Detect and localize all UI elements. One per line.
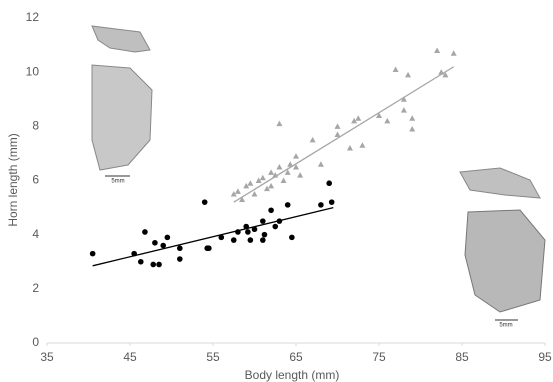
x-tick-label: 95: [538, 350, 552, 364]
point: [245, 229, 251, 235]
point: [262, 232, 268, 238]
point: [438, 69, 444, 75]
point: [202, 199, 208, 205]
point: [235, 229, 241, 235]
point: [268, 169, 274, 175]
y-axis-label: Horn length (mm): [6, 133, 20, 226]
point: [347, 145, 353, 151]
point: [329, 199, 335, 205]
point: [268, 207, 274, 213]
trendline: [93, 208, 334, 266]
point: [277, 218, 283, 224]
point: [243, 224, 249, 230]
x-tick-label: 75: [372, 350, 386, 364]
point: [260, 175, 266, 181]
point: [451, 50, 457, 56]
point: [231, 237, 237, 243]
point: [165, 235, 171, 241]
point: [293, 153, 299, 159]
point: [90, 251, 96, 257]
y-tick-label: 8: [32, 119, 39, 133]
point: [156, 262, 162, 268]
point: [393, 66, 399, 72]
point: [150, 262, 156, 268]
scale-label: 5mm: [111, 179, 124, 185]
point: [152, 240, 158, 246]
point: [297, 172, 303, 178]
y-tick-label: 10: [26, 64, 40, 78]
point: [287, 161, 293, 167]
point: [248, 237, 254, 243]
trendline: [234, 67, 454, 202]
y-tick-label: 12: [26, 10, 40, 24]
specimen-image: [92, 26, 152, 176]
point: [318, 202, 324, 208]
point: [285, 202, 291, 208]
point: [247, 180, 253, 186]
point: [409, 126, 415, 132]
point: [335, 123, 341, 128]
x-tick-label: 65: [289, 350, 303, 364]
point: [310, 137, 316, 143]
specimen-image: [460, 168, 545, 320]
point: [260, 237, 266, 243]
point: [252, 191, 258, 197]
point: [177, 256, 183, 262]
point: [281, 178, 287, 184]
point: [160, 243, 166, 249]
y-tick-label: 4: [32, 227, 39, 241]
point: [326, 180, 332, 186]
point: [359, 142, 365, 148]
point: [276, 164, 282, 170]
page: {"chart_data": {"type": "scatter", "x_la…: [0, 0, 553, 382]
point: [276, 121, 282, 127]
x-tick-label: 35: [40, 350, 54, 364]
y-tick-label: 2: [32, 281, 39, 295]
point: [252, 226, 258, 232]
point: [318, 161, 324, 167]
y-tick-label: 0: [32, 335, 39, 349]
point: [260, 218, 266, 224]
point: [272, 224, 278, 230]
point: [401, 107, 407, 113]
chart: 5mm 5mm Body length (mm) Horn length (mm…: [0, 0, 553, 382]
point: [204, 245, 210, 251]
point: [239, 196, 245, 202]
point: [335, 131, 341, 137]
point: [434, 48, 440, 54]
point: [268, 183, 274, 189]
point: [142, 229, 148, 235]
x-tick-label: 55: [206, 350, 220, 364]
x-tick-label: 45: [123, 350, 137, 364]
point: [235, 188, 241, 194]
point: [289, 235, 295, 241]
point: [138, 259, 144, 265]
y-tick-label: 6: [32, 173, 39, 187]
x-tick-label: 85: [455, 350, 469, 364]
x-axis-label: Body length (mm): [245, 368, 340, 382]
point: [219, 235, 225, 241]
point: [405, 72, 411, 78]
point: [355, 115, 361, 121]
point: [131, 251, 137, 257]
point: [384, 118, 390, 124]
point: [177, 245, 183, 251]
point: [409, 115, 415, 121]
scale-label: 5mm: [499, 323, 512, 329]
